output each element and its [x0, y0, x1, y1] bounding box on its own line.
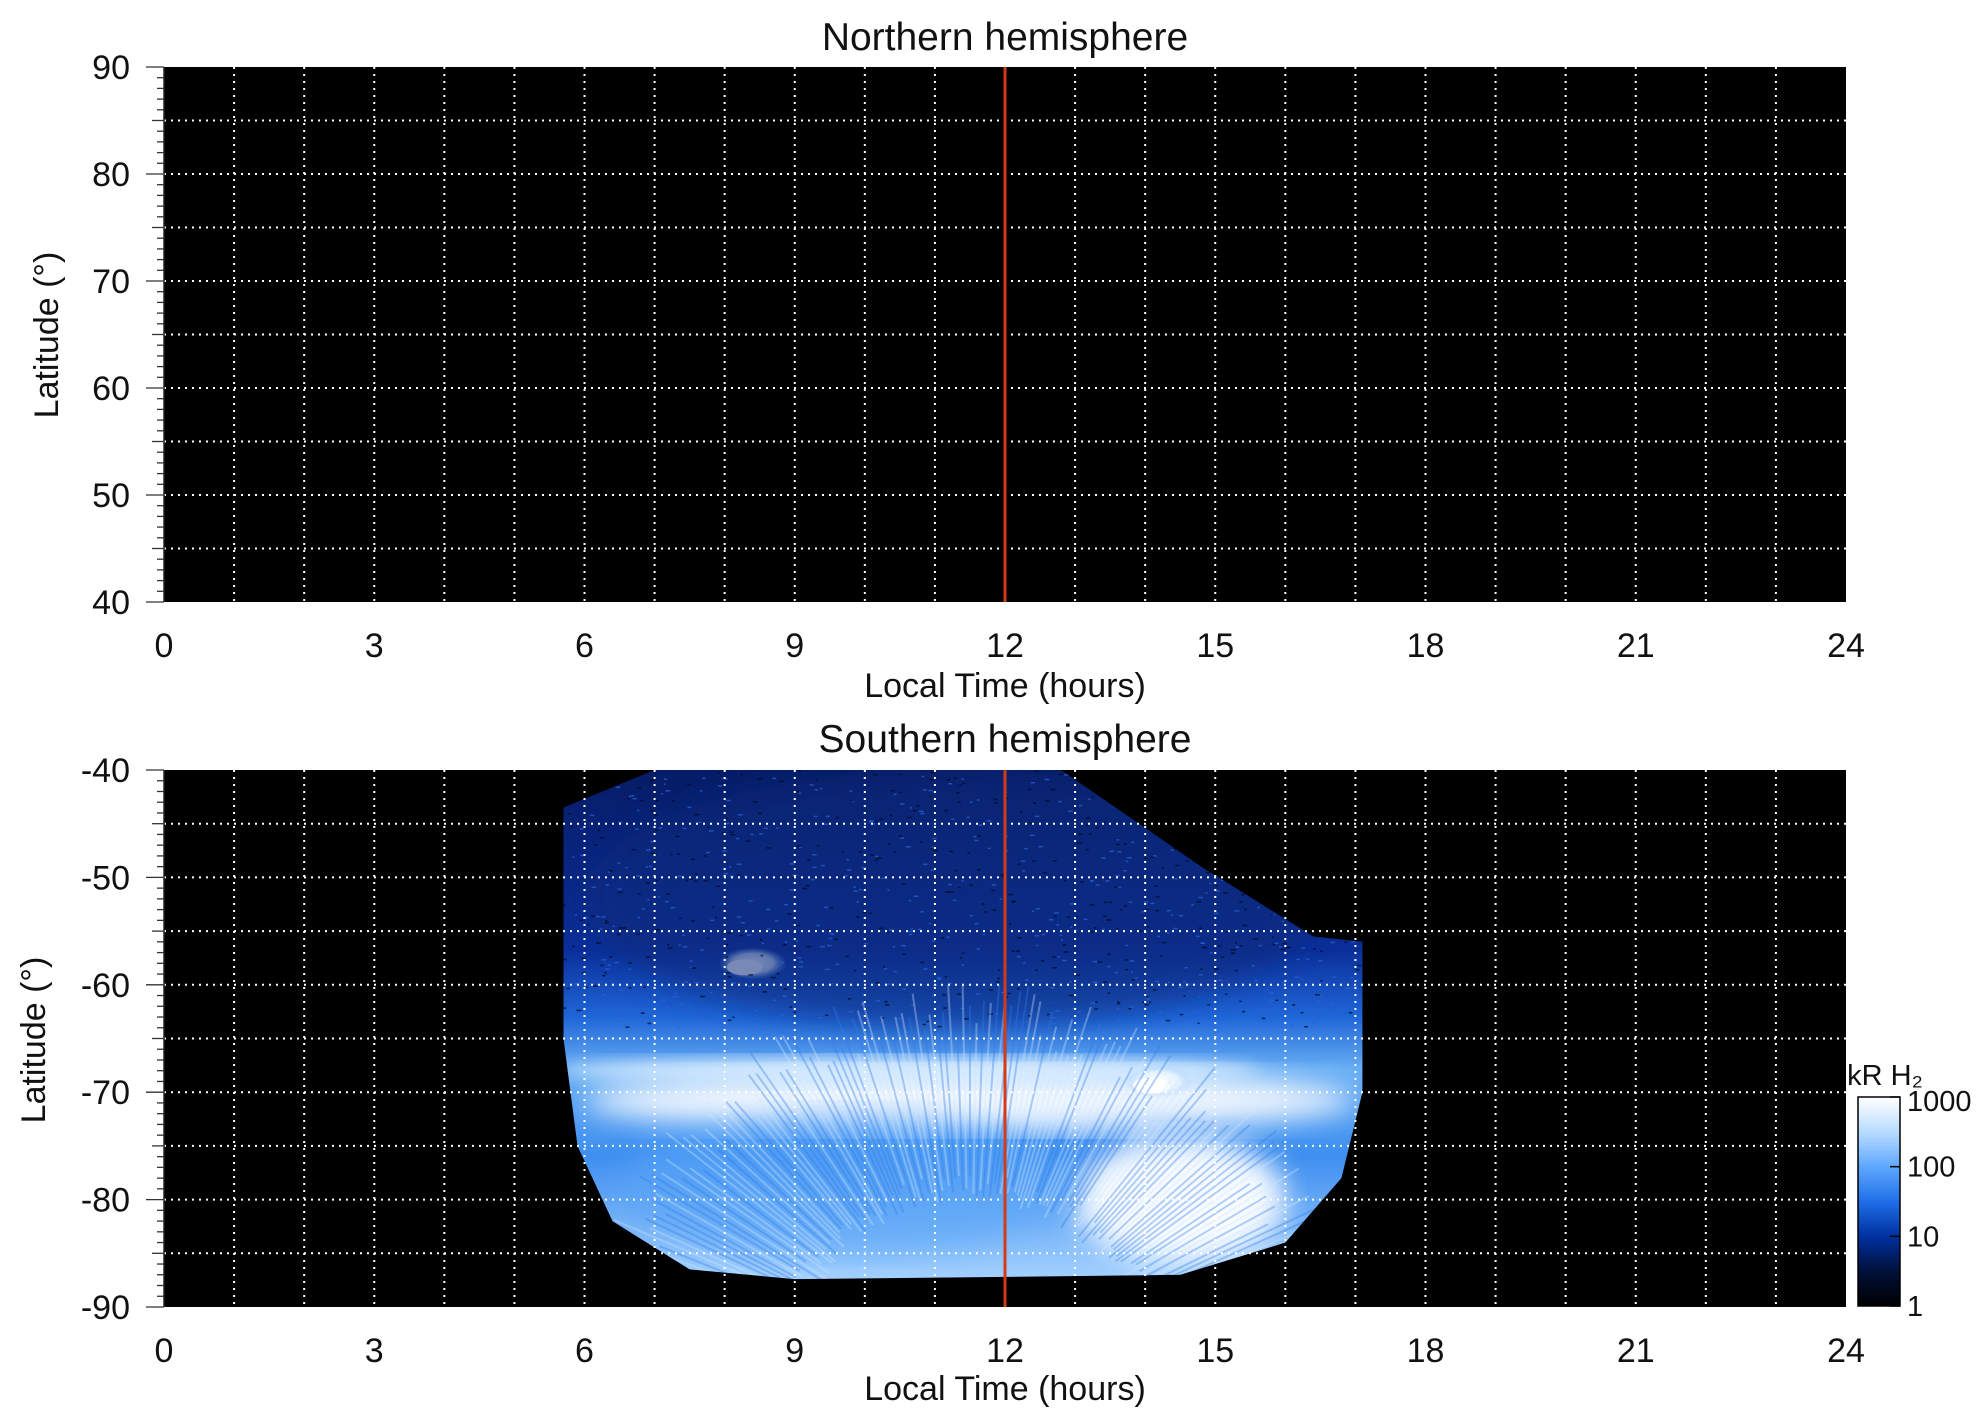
y-tick-label: 90: [92, 49, 130, 87]
x-tick-label: 0: [155, 1332, 174, 1370]
x-tick-label: 12: [986, 1332, 1024, 1370]
y-tick-label: 70: [92, 263, 130, 301]
colorbar-label: kR H₂: [1847, 1060, 1923, 1092]
y-ticks: -40 -50 -60 -70 -80 -90: [81, 752, 165, 1327]
x-tick-label: 6: [575, 1332, 594, 1370]
x-tick-label: 9: [785, 627, 804, 665]
x-tick-label: 21: [1617, 1332, 1655, 1370]
x-tick-label: 3: [365, 627, 384, 665]
x-axis-label: Local Time (hours): [864, 1370, 1146, 1408]
auroral-emission-map: [563, 770, 1363, 1280]
x-tick-label: 18: [1407, 627, 1445, 665]
x-tick-label: 3: [365, 1332, 384, 1370]
emission-region: [563, 770, 1363, 1280]
colorbar-gradient: [1857, 1096, 1901, 1307]
x-tick-label: 24: [1827, 627, 1865, 665]
y-tick-label: -60: [81, 967, 130, 1005]
y-axis-label: Latitude (°): [15, 957, 53, 1124]
x-ticks: 0 3 6 9 12 15 18 21 24: [155, 627, 1865, 665]
x-axis-label: Local Time (hours): [864, 667, 1146, 705]
colorbar-tick-label: 1000: [1907, 1086, 1972, 1118]
colorbar-tick-label: 10: [1907, 1221, 1939, 1253]
colorbar-tick-label: 1: [1907, 1291, 1923, 1323]
colorbar: kR H₂ 1 10 100 1000: [1847, 1060, 1971, 1323]
y-tick-label: -90: [81, 1289, 130, 1327]
x-tick-label: 12: [986, 627, 1024, 665]
colorbar-ticks: 1 10 100 1000: [1890, 1086, 1972, 1323]
x-tick-label: 15: [1196, 627, 1234, 665]
x-tick-label: 15: [1196, 1332, 1234, 1370]
x-tick-label: 18: [1407, 1332, 1445, 1370]
y-tick-label: 80: [92, 156, 130, 194]
y-tick-label: 60: [92, 370, 130, 408]
y-tick-label: -40: [81, 752, 130, 790]
y-tick-label: -80: [81, 1182, 130, 1220]
y-tick-label: -50: [81, 859, 130, 897]
y-tick-label: 40: [92, 584, 130, 622]
x-tick-label: 0: [155, 627, 174, 665]
x-tick-label: 9: [785, 1332, 804, 1370]
x-ticks: 0 3 6 9 12 15 18 21 24: [155, 1332, 1865, 1370]
y-tick-label: -70: [81, 1074, 130, 1112]
x-tick-label: 24: [1827, 1332, 1865, 1370]
x-tick-label: 6: [575, 627, 594, 665]
y-tick-label: 50: [92, 477, 130, 515]
colorbar-tick-label: 100: [1907, 1152, 1955, 1184]
emission-region-feature: [619, 1113, 1076, 1254]
emission-region-feature: [584, 770, 1321, 1028]
y-axis-label: Latitude (°): [28, 252, 66, 419]
auroral-bright-core: [1133, 1077, 1170, 1094]
panel-south: Southern hemisphere -40 -50 -60 -70 -80 -90 0…: [15, 718, 1972, 1408]
panel-title: Southern hemisphere: [819, 718, 1192, 761]
auroral-arc: [563, 1056, 1261, 1085]
panel-north: Northern hemisphere 40 50 60 70 80 90 0 3 6 9 12 1…: [28, 16, 1865, 705]
y-ticks: 40 50 60 70 80 90: [92, 49, 165, 622]
panel-title: Northern hemisphere: [822, 16, 1188, 59]
x-tick-label: 21: [1617, 627, 1655, 665]
